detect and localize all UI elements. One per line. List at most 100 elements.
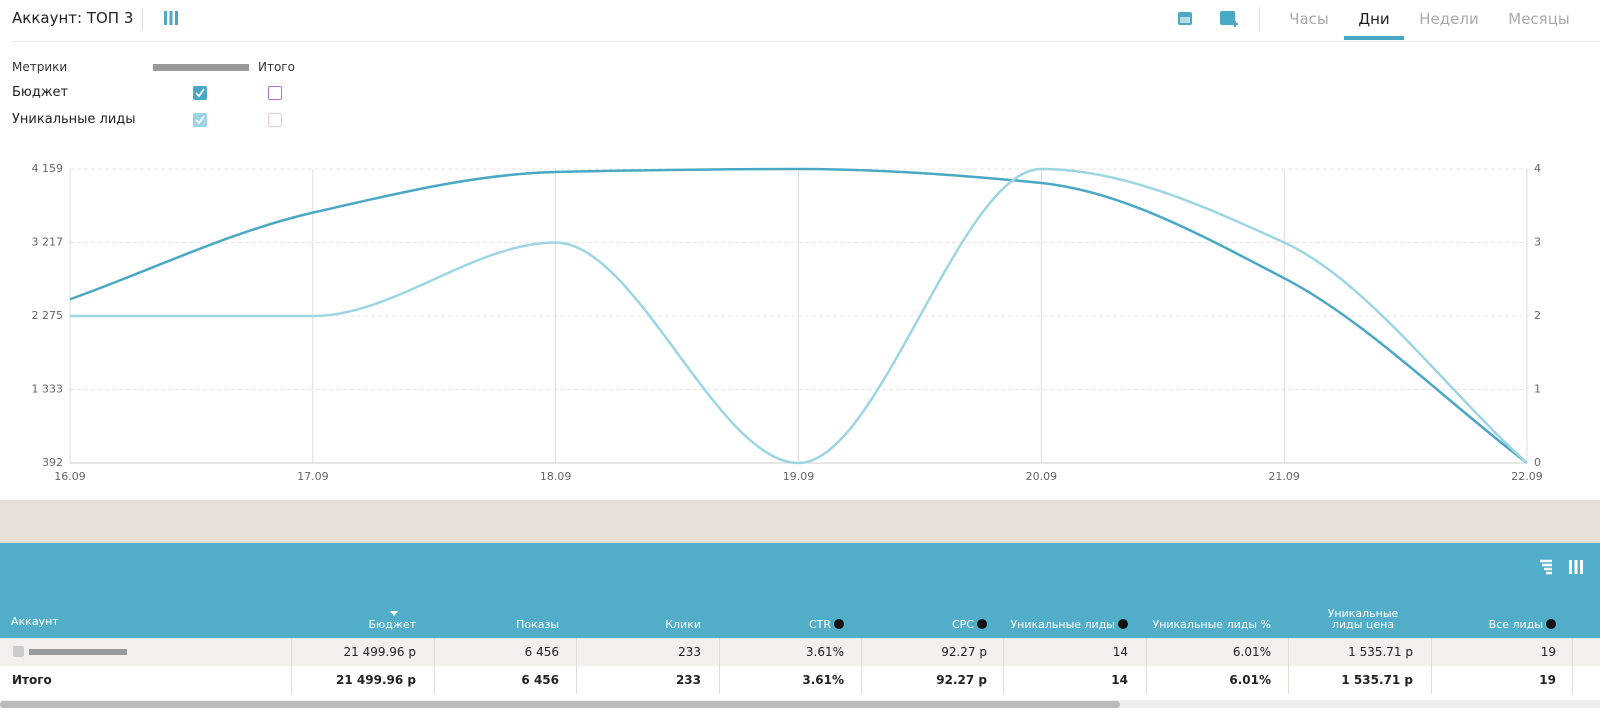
sort-arrow <box>390 611 398 616</box>
checkbox[interactable] <box>193 113 207 127</box>
cell-border <box>1431 638 1432 666</box>
x-tick-label: 19.09 <box>783 470 815 483</box>
cell-border <box>1572 638 1573 666</box>
divider <box>142 8 143 30</box>
y2-tick-label: 3 <box>1534 236 1541 249</box>
x-tick-label: 16.09 <box>54 470 86 483</box>
table-cell: 21 499.96 р <box>336 673 416 687</box>
column-header[interactable]: CTR <box>724 619 844 630</box>
chart: 392 1 333 2 275 3 217 4 159 0 1 2 3 4 16.09 17.09 18… <box>32 162 1543 483</box>
table-cell: 1 535.71 р <box>1348 645 1413 659</box>
cell-border <box>434 666 435 694</box>
table-cell: 92.27 р <box>941 645 987 659</box>
table-cell: 3.61% <box>805 645 844 659</box>
cell-border <box>861 638 862 666</box>
tab[interactable]: Дни <box>1358 10 1390 28</box>
cell-border <box>1572 666 1573 694</box>
tab[interactable]: Месяцы <box>1508 10 1570 28</box>
redacted-label <box>153 64 249 71</box>
table-cell: 6 456 <box>524 645 559 659</box>
tab[interactable]: Недели <box>1419 10 1479 28</box>
table-cell: 6.01% <box>1232 645 1271 659</box>
cell-border <box>719 638 720 666</box>
table-row <box>0 666 1600 694</box>
table-cell: 3.61% <box>802 673 844 687</box>
cell-border <box>434 638 435 666</box>
table-cell: 92.27 р <box>936 673 987 687</box>
cell-border <box>576 666 577 694</box>
column-header[interactable]: Уникальные лиды цена <box>1327 607 1399 631</box>
help-icon[interactable] <box>1118 619 1128 629</box>
metric-label: Бюджет <box>12 85 69 100</box>
checkbox[interactable] <box>268 86 282 100</box>
metrics-header: Метрики <box>12 60 68 74</box>
column-header[interactable]: Клики <box>665 618 701 631</box>
scrollbar-thumb[interactable] <box>0 701 1120 708</box>
band <box>0 500 1600 543</box>
table-cell: Итого <box>12 673 52 687</box>
x-tick-label: 20.09 <box>1026 470 1058 483</box>
help-icon[interactable] <box>977 619 987 629</box>
columns-icon[interactable] <box>164 11 178 25</box>
header-border <box>12 41 1600 42</box>
table-header <box>0 543 1600 638</box>
y-tick-label: 2 275 <box>32 309 64 322</box>
table-cell: 21 499.96 р <box>343 645 416 659</box>
divider <box>1259 7 1260 31</box>
cell-border <box>291 638 292 666</box>
table-cell: 1 535.71 р <box>1341 673 1413 687</box>
columns-icon[interactable] <box>1568 559 1584 575</box>
y-tick-label: 4 159 <box>32 162 64 175</box>
column-header[interactable]: Уникальные лиды % <box>1152 618 1271 631</box>
tab-underline <box>1344 36 1404 40</box>
checkbox[interactable] <box>193 86 207 100</box>
cell-border <box>1003 666 1004 694</box>
cell-border <box>291 666 292 694</box>
table-cell: 14 <box>1111 673 1128 687</box>
x-tick-label: 18.09 <box>540 470 572 483</box>
table-row <box>0 638 1600 666</box>
expand-icon[interactable] <box>13 646 24 657</box>
column-header[interactable]: Аккаунт <box>11 615 59 628</box>
redacted-name <box>29 649 127 655</box>
cell-border <box>576 638 577 666</box>
y-tick-label: 1 333 <box>32 383 64 396</box>
series-line <box>69 167 1528 464</box>
cell-border <box>861 666 862 694</box>
column-header[interactable]: Уникальные лиды <box>1008 619 1128 630</box>
metric-label: Уникальные лиды <box>12 112 136 127</box>
x-tick-label: 22.09 <box>1511 470 1543 483</box>
cell-border <box>1288 638 1289 666</box>
y-tick-label: 392 <box>42 456 63 469</box>
cell-border <box>1431 666 1432 694</box>
checkbox[interactable] <box>268 113 282 127</box>
cell-border <box>1003 638 1004 666</box>
total-header: Итого <box>258 60 295 74</box>
page-title: Аккаунт: ТОП 3 <box>12 9 134 27</box>
series-line <box>70 167 1528 465</box>
column-header[interactable]: Показы <box>516 618 559 631</box>
column-header[interactable]: Бюджет <box>368 618 417 631</box>
cell-border <box>1146 638 1147 666</box>
y-tick-label: 3 217 <box>32 236 64 249</box>
table-cell: 14 <box>1112 645 1128 659</box>
table-cell: 19 <box>1540 645 1556 659</box>
calendar-add-icon[interactable] <box>1219 8 1239 28</box>
x-tick-label: 17.09 <box>297 470 329 483</box>
y2-tick-label: 0 <box>1534 456 1541 469</box>
column-header[interactable]: Все лиды <box>1436 619 1556 630</box>
y2-tick-label: 1 <box>1534 383 1541 396</box>
cell-border <box>1288 666 1289 694</box>
y2-tick-label: 4 <box>1534 162 1541 175</box>
help-icon[interactable] <box>834 619 844 629</box>
table-cell: 6.01% <box>1229 673 1271 687</box>
filter-icon[interactable] <box>1538 559 1554 575</box>
x-tick-label: 21.09 <box>1268 470 1300 483</box>
calendar-icon[interactable] <box>1177 10 1193 26</box>
table-cell: 233 <box>678 645 701 659</box>
help-icon[interactable] <box>1546 619 1556 629</box>
tab[interactable]: Часы <box>1289 10 1329 28</box>
column-header[interactable]: CPC <box>867 619 987 630</box>
table-cell: 6 456 <box>521 673 559 687</box>
